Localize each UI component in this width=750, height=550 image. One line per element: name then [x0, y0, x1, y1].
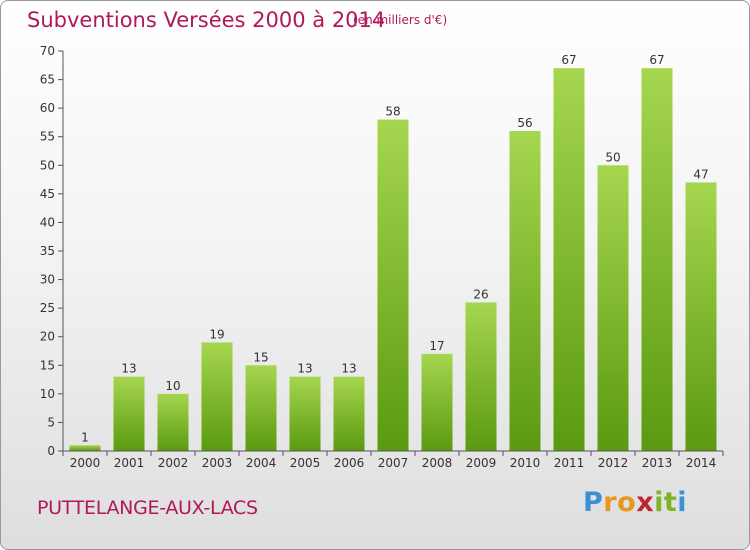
bar-value-label: 47: [693, 167, 708, 181]
bar: [245, 365, 277, 451]
x-tick-label: 2011: [554, 456, 585, 470]
bar: [421, 353, 453, 451]
bar-value-label: 10: [165, 379, 180, 393]
y-tick-label: 70: [40, 44, 55, 58]
bar-value-label: 67: [561, 53, 576, 67]
bar-value-label: 17: [429, 339, 444, 353]
bar: [289, 376, 321, 451]
x-tick-label: 2008: [422, 456, 453, 470]
bar-value-label: 56: [517, 116, 532, 130]
y-tick-label: 30: [40, 273, 55, 287]
x-axis: 2000 2001 2002 2003 2004 2005 2006 2007 2008 2009…: [62, 450, 724, 470]
bar-value-label: 67: [649, 53, 664, 67]
chart-subtitle: (en milliers d'€): [353, 13, 448, 27]
bar-value-label: 26: [473, 287, 488, 301]
y-axis: 0 5 10 15 20 25 30 35 40 45 50 55 60 65 70: [40, 44, 64, 458]
bar: [641, 68, 673, 452]
bar-value-label: 50: [605, 150, 620, 164]
logo-letter: o: [617, 487, 637, 518]
y-tick-label: 35: [40, 244, 55, 258]
x-tick-label: 2002: [158, 456, 189, 470]
bar: [201, 342, 233, 451]
x-tick-label: 2013: [642, 456, 673, 470]
bar: [333, 376, 365, 451]
bar: [69, 445, 101, 451]
x-tick-label: 2006: [334, 456, 365, 470]
y-tick-label: 55: [40, 130, 55, 144]
x-tick-label: 2009: [466, 456, 497, 470]
bar: [377, 119, 409, 452]
y-tick-label: 20: [40, 330, 55, 344]
x-tick-label: 2014: [686, 456, 717, 470]
y-tick-label: 15: [40, 358, 55, 372]
chart-title: Subventions Versées 2000 à 2014: [27, 8, 386, 32]
bar: [157, 393, 189, 451]
bar-value-label: 13: [121, 362, 136, 376]
bar: [685, 182, 717, 451]
x-tick-label: 2005: [290, 456, 321, 470]
bar-value-label: 13: [297, 362, 312, 376]
x-tick-label: 2012: [598, 456, 629, 470]
bar: [113, 376, 145, 451]
bar: [553, 68, 585, 452]
bar-value-label: 19: [209, 327, 224, 341]
y-tick-label: 40: [40, 215, 55, 229]
bar-value-label: 13: [341, 362, 356, 376]
bar-value-label: 1: [81, 430, 89, 444]
x-tick-label: 2007: [378, 456, 409, 470]
proxiti-logo: Proxiti: [583, 487, 687, 518]
logo-letter: x: [636, 487, 655, 518]
logo-letter: r: [603, 487, 618, 518]
logo-letter: t: [663, 487, 678, 518]
x-tick-label: 2010: [510, 456, 541, 470]
bar: [597, 165, 629, 452]
x-tick-label: 2000: [70, 456, 101, 470]
y-tick-label: 10: [40, 387, 55, 401]
y-tick-label: 25: [40, 301, 55, 315]
y-tick-label: 45: [40, 187, 55, 201]
logo-letter: i: [677, 487, 688, 518]
logo-letter: i: [654, 487, 664, 518]
bar: [465, 302, 497, 451]
y-tick-label: 0: [47, 444, 55, 458]
y-tick-label: 5: [47, 415, 55, 429]
commune-name: PUTTELANGE-AUX-LACS: [37, 497, 258, 519]
bars: 1 13 10 19 15 13 13 58 17 26 56 67 50 67 47: [69, 53, 717, 452]
y-tick-label: 50: [40, 158, 55, 172]
x-tick-label: 2003: [202, 456, 233, 470]
y-tick-label: 60: [40, 101, 55, 115]
y-tick-label: 65: [40, 73, 55, 87]
bar-value-label: 58: [385, 105, 400, 119]
logo-letter: P: [583, 487, 604, 518]
bar-value-label: 15: [253, 350, 268, 364]
x-tick-label: 2004: [246, 456, 277, 470]
x-tick-label: 2001: [114, 456, 145, 470]
bar: [509, 131, 541, 451]
